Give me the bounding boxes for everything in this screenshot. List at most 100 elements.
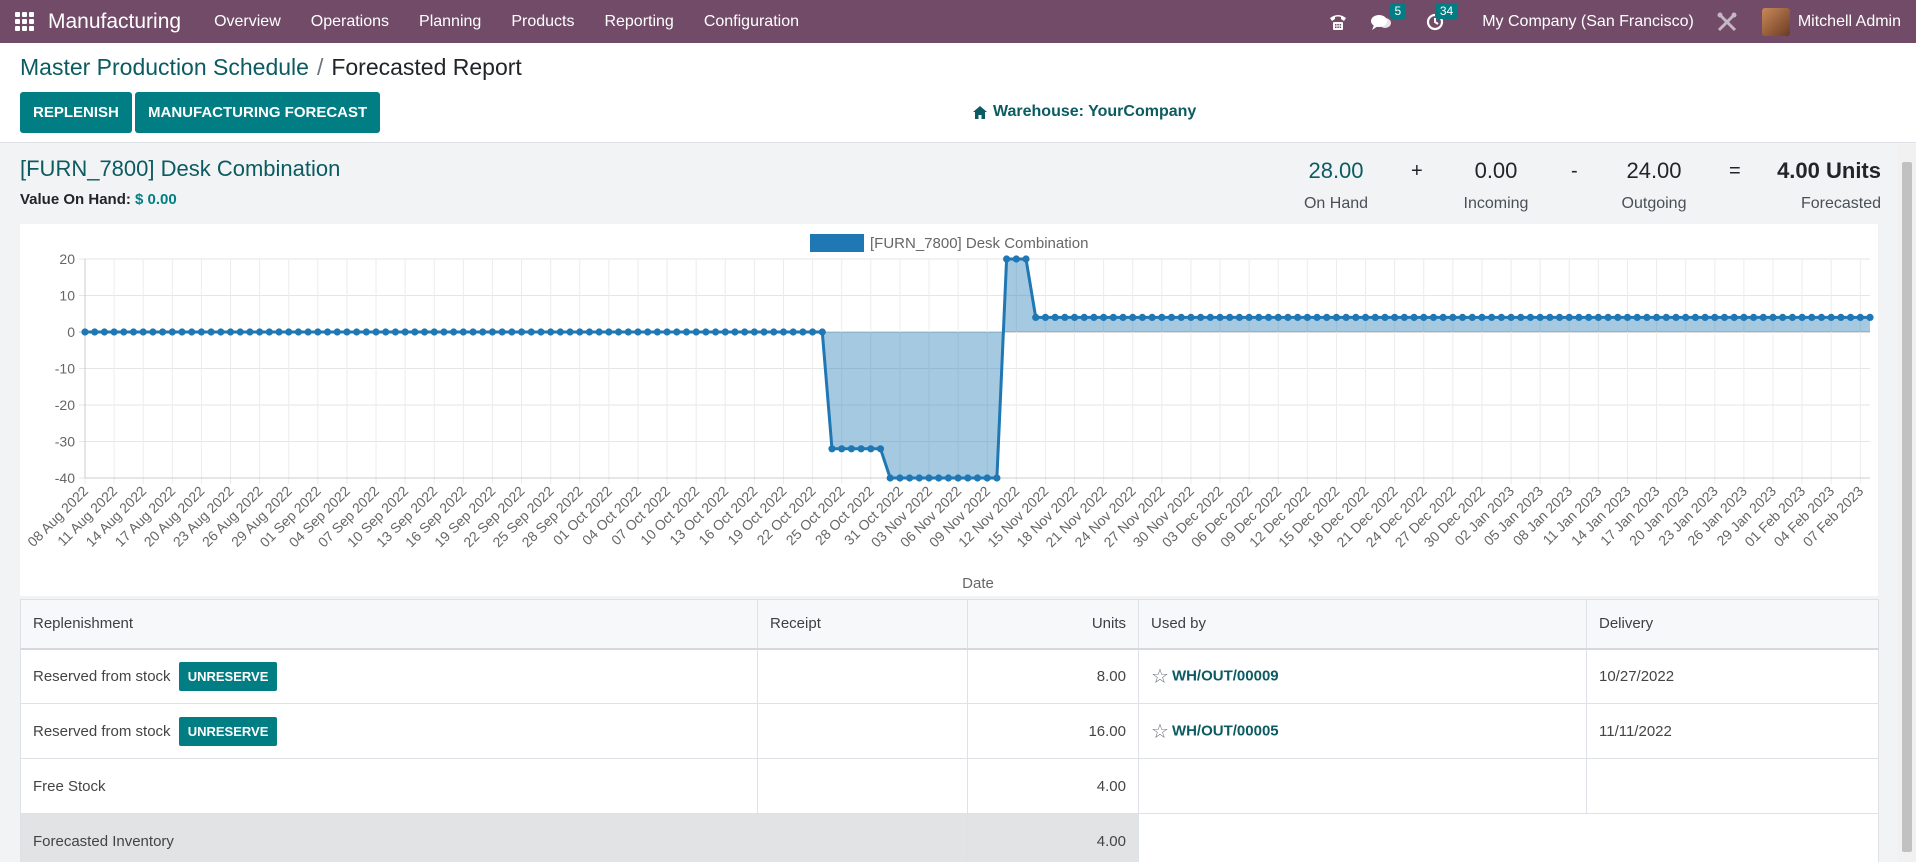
data-point bbox=[993, 474, 1001, 482]
data-point bbox=[469, 328, 477, 336]
data-point bbox=[915, 474, 923, 482]
product-title-link[interactable]: [FURN_7800] Desk Combination bbox=[20, 156, 341, 181]
menu-configuration[interactable]: Configuration bbox=[703, 13, 799, 30]
unreserve-button[interactable]: UNRESERVE bbox=[178, 716, 278, 746]
data-point bbox=[333, 328, 341, 336]
delivery-date-cell: 10/27/2022 bbox=[1586, 648, 1879, 704]
data-point bbox=[644, 328, 652, 336]
value-on-hand-amount: $ 0.00 bbox=[135, 191, 177, 208]
data-point bbox=[605, 328, 613, 336]
delivery-order-link[interactable]: WH/OUT/00005 bbox=[1171, 721, 1279, 739]
breadcrumb-master-production-schedule[interactable]: Master Production Schedule bbox=[20, 54, 309, 80]
data-point bbox=[1614, 313, 1622, 321]
data-point bbox=[1662, 313, 1670, 321]
vertical-scrollbar[interactable] bbox=[1898, 144, 1916, 862]
data-point bbox=[479, 328, 487, 336]
data-point bbox=[653, 328, 661, 336]
apps-menu-icon[interactable] bbox=[15, 11, 35, 32]
data-point bbox=[498, 328, 506, 336]
data-point bbox=[1526, 313, 1535, 321]
data-point bbox=[789, 328, 797, 336]
forecasted-value: 4.00 Units bbox=[1777, 158, 1881, 183]
data-point bbox=[682, 328, 691, 336]
header-units: Units bbox=[967, 599, 1139, 650]
unreserve-button[interactable]: UNRESERVE bbox=[178, 661, 278, 691]
app-name[interactable]: Manufacturing bbox=[48, 9, 182, 33]
manufacturing-forecast-button[interactable]: MANUFACTURING FORECAST bbox=[135, 92, 381, 133]
data-point bbox=[1391, 313, 1399, 321]
data-point bbox=[750, 328, 758, 336]
data-point bbox=[1759, 313, 1767, 321]
data-point bbox=[256, 328, 264, 336]
menu-reporting[interactable]: Reporting bbox=[604, 13, 674, 30]
scrollbar-thumb[interactable] bbox=[1902, 162, 1912, 852]
messages-icon[interactable]: 5 bbox=[1370, 0, 1407, 43]
breadcrumb: Master Production Schedule / Forecasted Re… bbox=[20, 54, 522, 81]
data-point bbox=[711, 328, 720, 336]
y-tick-label: 20 bbox=[59, 251, 75, 267]
star-icon[interactable]: ☆ bbox=[1151, 720, 1169, 743]
data-point bbox=[1371, 313, 1379, 321]
data-point bbox=[1187, 313, 1195, 321]
free-stock-delivery-cell bbox=[1586, 758, 1879, 814]
replenish-button[interactable]: REPLENISH bbox=[20, 92, 132, 133]
data-point bbox=[1779, 313, 1787, 321]
data-point bbox=[120, 328, 128, 336]
data-point bbox=[343, 328, 351, 336]
data-point bbox=[1633, 313, 1641, 321]
user-menu[interactable]: Mitchell Admin bbox=[1797, 12, 1901, 30]
data-point bbox=[1808, 313, 1816, 321]
activities-clock-icon[interactable]: 34 bbox=[1426, 0, 1459, 43]
data-point bbox=[1837, 313, 1845, 321]
data-point bbox=[1497, 313, 1505, 321]
data-point bbox=[828, 445, 836, 453]
data-point bbox=[294, 328, 303, 336]
data-point bbox=[925, 474, 933, 482]
data-point bbox=[1070, 313, 1079, 321]
data-point bbox=[721, 328, 729, 336]
forecasted-inventory-row: Forecasted Inventory 4.00 bbox=[20, 813, 1879, 862]
menu-products[interactable]: Products bbox=[511, 13, 575, 30]
data-point bbox=[1682, 313, 1690, 321]
data-point bbox=[382, 328, 390, 336]
voip-phone-icon[interactable] bbox=[1328, 0, 1348, 43]
data-point bbox=[799, 328, 807, 336]
warehouse-filter[interactable]: Warehouse: YourCompany bbox=[973, 103, 1196, 121]
company-switcher[interactable]: My Company (San Francisco) bbox=[1482, 12, 1694, 30]
data-point bbox=[1672, 313, 1680, 321]
data-point bbox=[1691, 313, 1699, 321]
delivery-order-link[interactable]: WH/OUT/00009 bbox=[1171, 667, 1279, 685]
data-point bbox=[1546, 313, 1554, 321]
data-point bbox=[1323, 313, 1331, 321]
data-point bbox=[808, 328, 817, 336]
legend-label: [FURN_7800] Desk Combination bbox=[870, 235, 1088, 252]
data-point bbox=[1410, 313, 1418, 321]
home-icon bbox=[973, 105, 987, 119]
messages-count-badge: 5 bbox=[1389, 3, 1407, 19]
data-point bbox=[1245, 313, 1253, 321]
data-point bbox=[353, 328, 361, 336]
menu-planning[interactable]: Planning bbox=[419, 13, 482, 30]
stat-incoming: 0.00 Incoming bbox=[1448, 158, 1544, 213]
data-point bbox=[1352, 313, 1360, 321]
receipt-cell bbox=[757, 648, 968, 704]
breadcrumb-separator: / bbox=[316, 54, 324, 80]
data-point bbox=[1381, 313, 1389, 321]
data-point bbox=[1197, 313, 1205, 321]
activities-count-badge: 34 bbox=[1434, 3, 1459, 19]
data-point bbox=[1264, 313, 1273, 321]
menu-overview[interactable]: Overview bbox=[214, 13, 281, 30]
data-point bbox=[188, 328, 196, 336]
data-point bbox=[944, 474, 953, 482]
star-icon[interactable]: ☆ bbox=[1151, 665, 1169, 688]
data-point bbox=[1361, 313, 1370, 321]
data-point bbox=[1769, 313, 1777, 321]
user-avatar[interactable] bbox=[1761, 7, 1790, 36]
data-point bbox=[1342, 313, 1350, 321]
y-tick-label: 0 bbox=[67, 324, 75, 340]
menu-operations[interactable]: Operations bbox=[310, 13, 390, 30]
data-point bbox=[1827, 313, 1835, 321]
debug-tools-icon[interactable] bbox=[1716, 0, 1738, 43]
data-point bbox=[430, 328, 438, 336]
